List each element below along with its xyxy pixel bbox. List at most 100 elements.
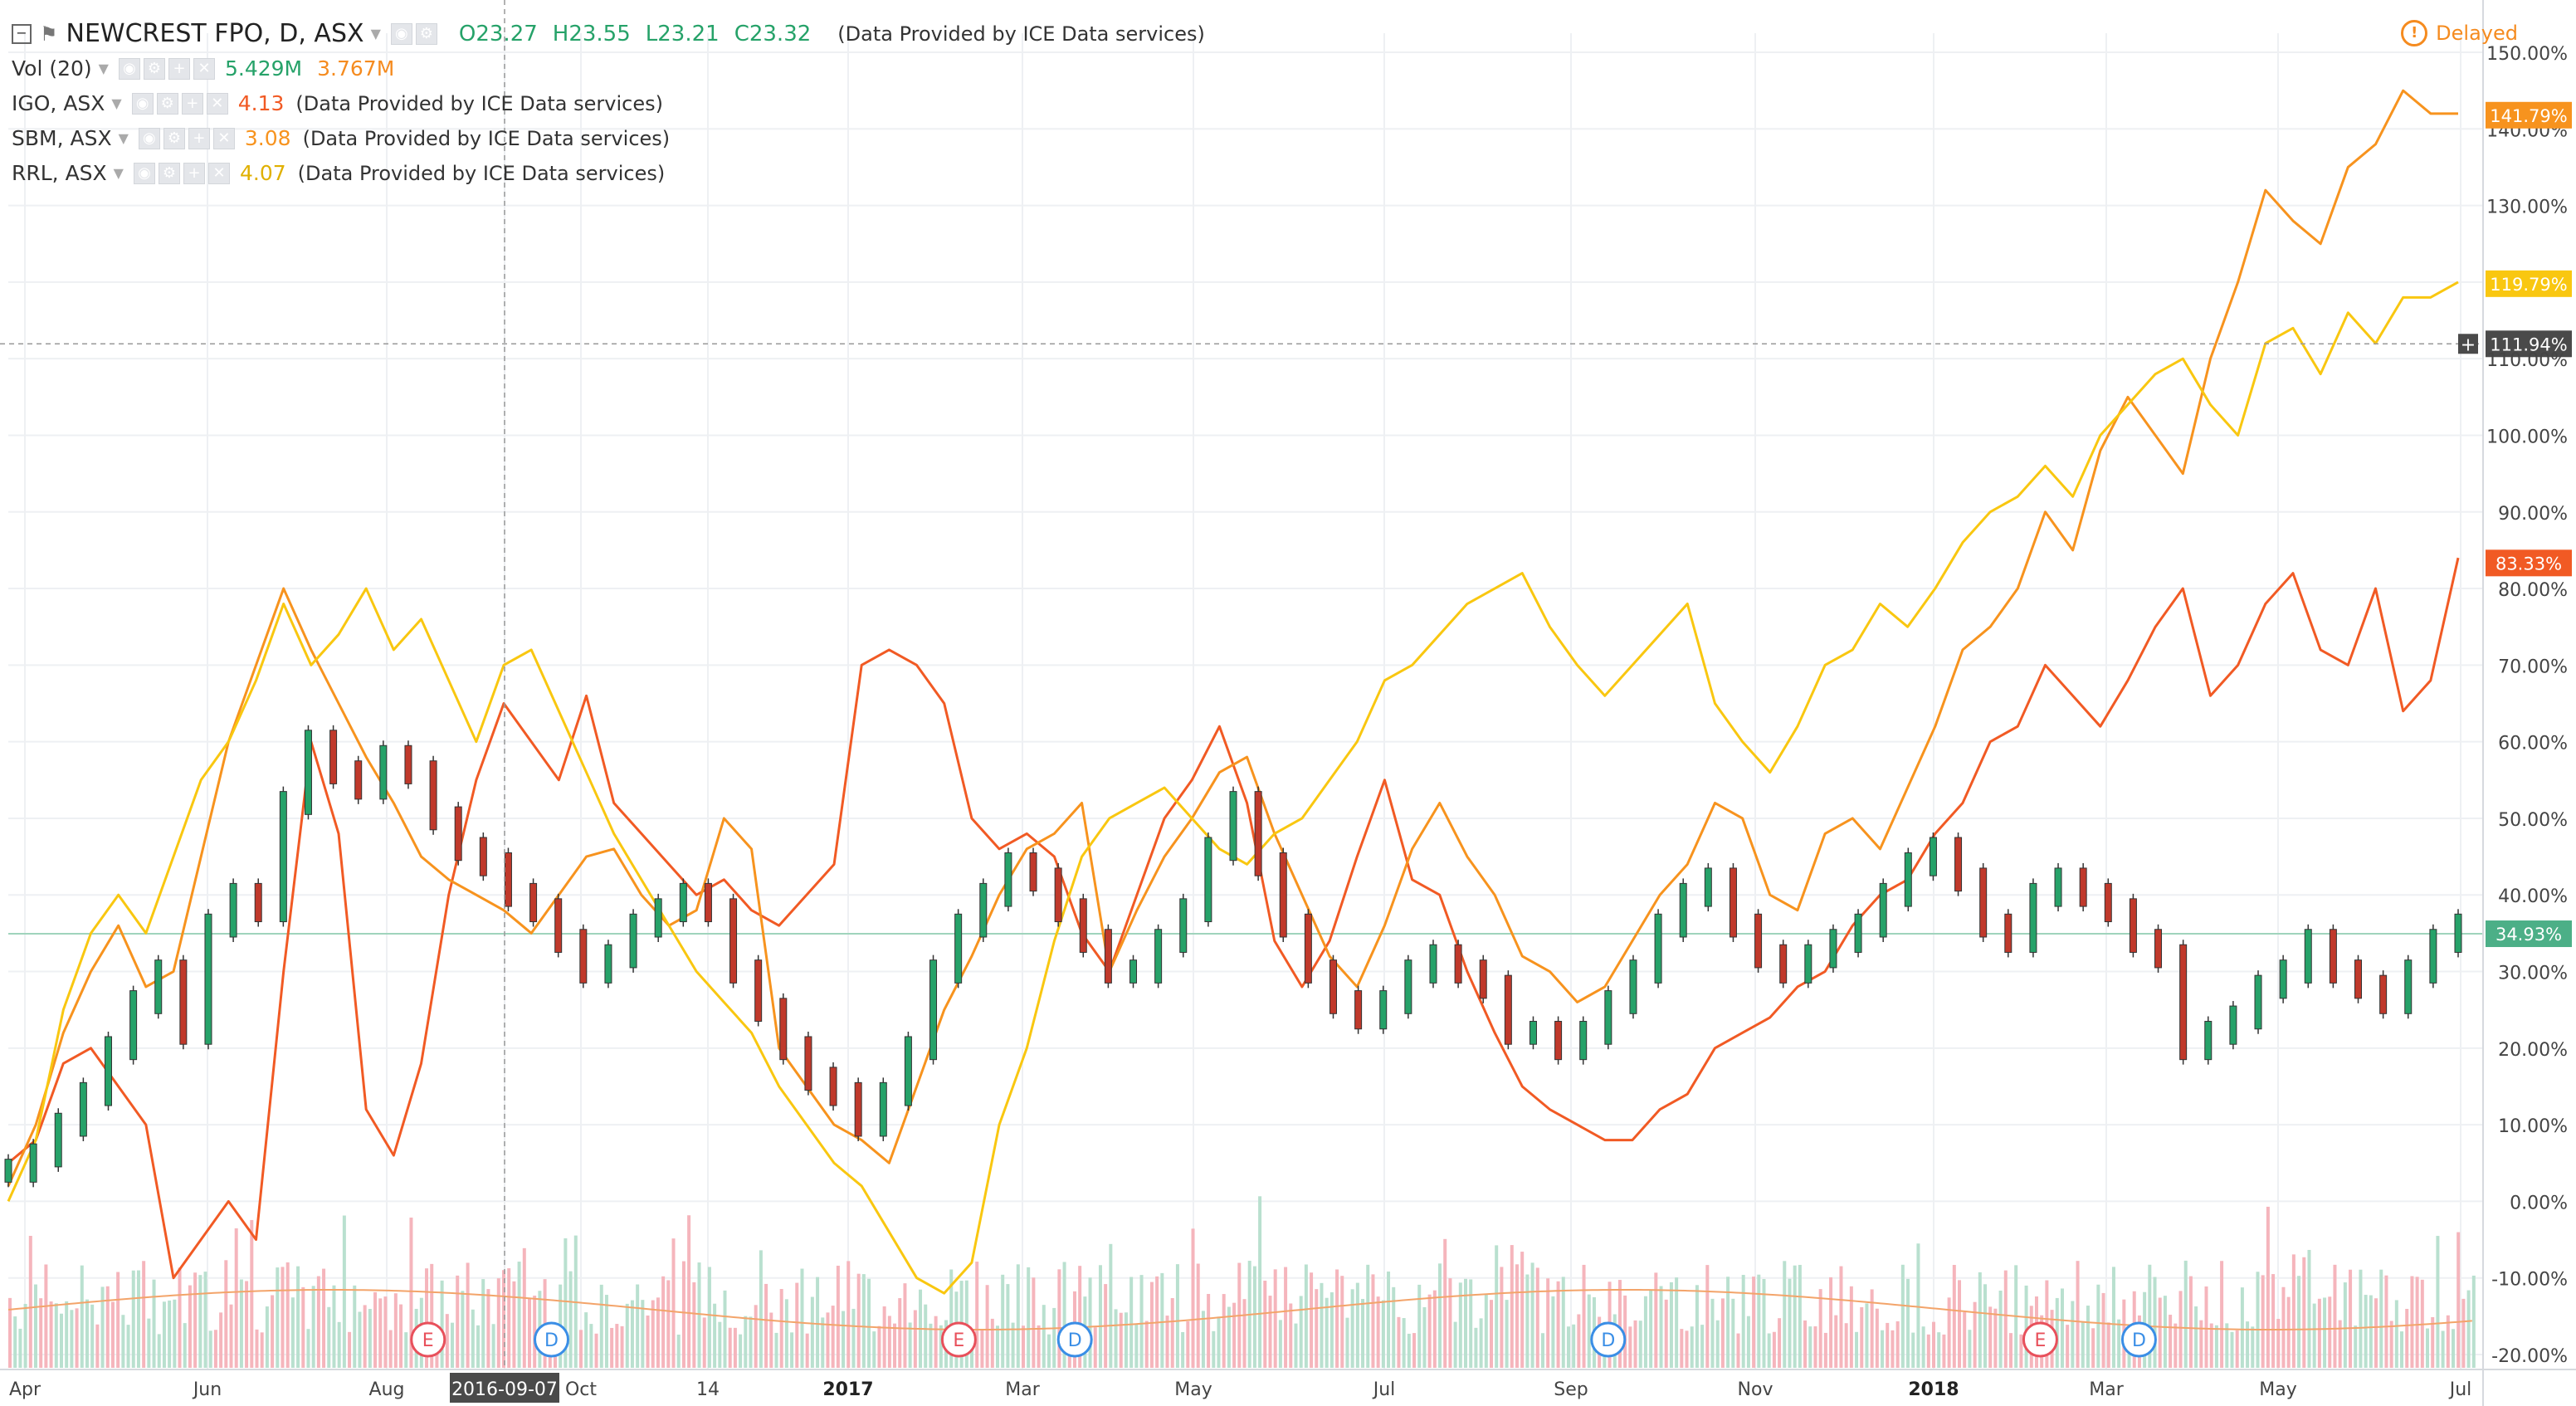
plus-icon[interactable]: + bbox=[181, 93, 203, 115]
volume-bar bbox=[1149, 1282, 1154, 1368]
volume-bar bbox=[1705, 1265, 1710, 1368]
close-icon[interactable]: ✕ bbox=[193, 58, 215, 80]
volume-bar bbox=[1001, 1274, 1005, 1368]
plus-icon-glyph: + bbox=[2461, 334, 2476, 355]
volume-bar bbox=[496, 1278, 500, 1368]
eye-icon[interactable]: ◉ bbox=[390, 23, 412, 45]
settings-icon[interactable]: ⚙ bbox=[143, 58, 165, 80]
settings-icon[interactable]: ⚙ bbox=[163, 128, 185, 149]
high-value: H23.55 bbox=[552, 22, 631, 46]
overlay-controls[interactable]: ◉ ⚙ + ✕ bbox=[131, 93, 228, 115]
volume-bar bbox=[59, 1313, 63, 1368]
volume-bar bbox=[702, 1317, 706, 1368]
y-tick-label: -10.00% bbox=[2491, 1270, 2568, 1291]
vol-controls[interactable]: ◉ ⚙ + ✕ bbox=[118, 58, 215, 80]
volume-bar bbox=[924, 1304, 928, 1368]
eye-icon[interactable]: ◉ bbox=[133, 163, 155, 184]
volume-bar bbox=[2148, 1264, 2152, 1368]
volume-bar bbox=[1900, 1264, 1905, 1368]
candle-body bbox=[154, 959, 163, 1014]
volume-bar bbox=[188, 1285, 192, 1368]
volume-bar bbox=[1227, 1306, 1231, 1368]
volume-bar bbox=[774, 1332, 778, 1368]
volume-bar bbox=[290, 1297, 295, 1368]
volume-bar bbox=[250, 1219, 254, 1368]
volume-bar bbox=[1633, 1320, 1637, 1368]
volume-bar bbox=[1561, 1277, 1565, 1368]
volume-bar bbox=[1870, 1289, 1874, 1368]
overlay-controls[interactable]: ◉ ⚙ + ✕ bbox=[138, 128, 235, 149]
candle-body bbox=[804, 1036, 812, 1091]
dividend-marker[interactable]: D bbox=[534, 1321, 569, 1358]
volume-bar bbox=[604, 1295, 608, 1368]
settings-icon[interactable]: ⚙ bbox=[158, 163, 180, 184]
volume-bar bbox=[393, 1293, 398, 1368]
volume-bar bbox=[1124, 1312, 1128, 1368]
volume-bar bbox=[2343, 1282, 2347, 1368]
volume-bar bbox=[1695, 1285, 1699, 1368]
x-tick-label: Apr bbox=[9, 1379, 41, 1400]
volume-bar bbox=[234, 1228, 238, 1368]
volume-bar bbox=[1968, 1330, 1972, 1368]
volume-bar bbox=[769, 1312, 773, 1368]
overlay-value: 4.13 bbox=[237, 91, 285, 115]
close-icon[interactable]: ✕ bbox=[207, 163, 230, 184]
collapse-icon[interactable]: − bbox=[12, 24, 32, 44]
dividend-marker[interactable]: D bbox=[1590, 1321, 1627, 1358]
volume-bar bbox=[2076, 1261, 2080, 1368]
chevron-down-icon[interactable]: ▼ bbox=[98, 61, 109, 76]
close-icon[interactable]: ✕ bbox=[206, 93, 228, 115]
volume-bar bbox=[1268, 1296, 1272, 1368]
time-scale: Apr Jun Aug 2016-09-07 Oct 14 2017 Mar May Jul Sep… bbox=[0, 1369, 2576, 1403]
delayed-badge[interactable]: ! Delayed bbox=[2401, 20, 2518, 46]
volume-bar bbox=[1731, 1298, 1735, 1368]
settings-icon[interactable]: ⚙ bbox=[415, 23, 437, 45]
earnings-marker[interactable]: E bbox=[940, 1321, 977, 1358]
eye-icon[interactable]: ◉ bbox=[138, 128, 160, 149]
eye-icon[interactable]: ◉ bbox=[131, 93, 154, 115]
candle-body bbox=[204, 913, 212, 1045]
volume-bar bbox=[342, 1215, 346, 1368]
symbol-title: NEWCREST FPO, D, ASX bbox=[66, 19, 364, 48]
chevron-down-icon[interactable]: ▼ bbox=[111, 95, 122, 111]
volume-bar bbox=[2317, 1298, 2321, 1368]
chevron-down-icon[interactable]: ▼ bbox=[118, 130, 129, 146]
volume-bar bbox=[1057, 1269, 1061, 1368]
volume-bar bbox=[882, 1306, 886, 1368]
volume-bar bbox=[2291, 1254, 2295, 1368]
volume-bar bbox=[985, 1285, 989, 1368]
chevron-down-icon[interactable]: ▼ bbox=[370, 26, 381, 41]
volume-bar bbox=[697, 1262, 701, 1368]
dividend-marker[interactable]: D bbox=[1056, 1321, 1093, 1358]
volume-bar bbox=[44, 1264, 48, 1368]
settings-icon[interactable]: ⚙ bbox=[156, 93, 178, 115]
plus-icon[interactable]: + bbox=[168, 58, 190, 80]
volume-bar bbox=[208, 1330, 212, 1368]
volume-bar bbox=[816, 1277, 820, 1368]
candle-body bbox=[1204, 837, 1212, 923]
volume-bar bbox=[168, 1300, 172, 1368]
earnings-marker[interactable]: E bbox=[410, 1321, 446, 1358]
chevron-down-icon[interactable]: ▼ bbox=[113, 165, 124, 181]
volume-bar bbox=[826, 1312, 830, 1368]
earnings-marker[interactable]: E bbox=[2022, 1321, 2058, 1358]
volume-bar bbox=[2178, 1291, 2183, 1368]
eye-icon[interactable]: ◉ bbox=[118, 58, 140, 80]
volume-bar bbox=[2297, 1276, 2301, 1368]
close-icon[interactable]: ✕ bbox=[212, 128, 235, 149]
volume-bar bbox=[630, 1300, 634, 1368]
dividend-marker[interactable]: D bbox=[2120, 1321, 2157, 1358]
volume-bar bbox=[1855, 1331, 1859, 1368]
series-controls[interactable]: ◉ ⚙ bbox=[390, 23, 437, 45]
candle-body bbox=[2254, 974, 2262, 1030]
candle-body bbox=[1404, 959, 1412, 1014]
crosshair-date-box bbox=[450, 1373, 559, 1403]
plus-icon[interactable]: + bbox=[188, 128, 210, 149]
plus-icon[interactable]: + bbox=[183, 163, 205, 184]
volume-bar bbox=[1860, 1306, 1864, 1368]
volume-bar bbox=[687, 1215, 691, 1368]
volume-bar bbox=[105, 1286, 110, 1368]
overlay-controls[interactable]: ◉ ⚙ + ✕ bbox=[133, 163, 230, 184]
